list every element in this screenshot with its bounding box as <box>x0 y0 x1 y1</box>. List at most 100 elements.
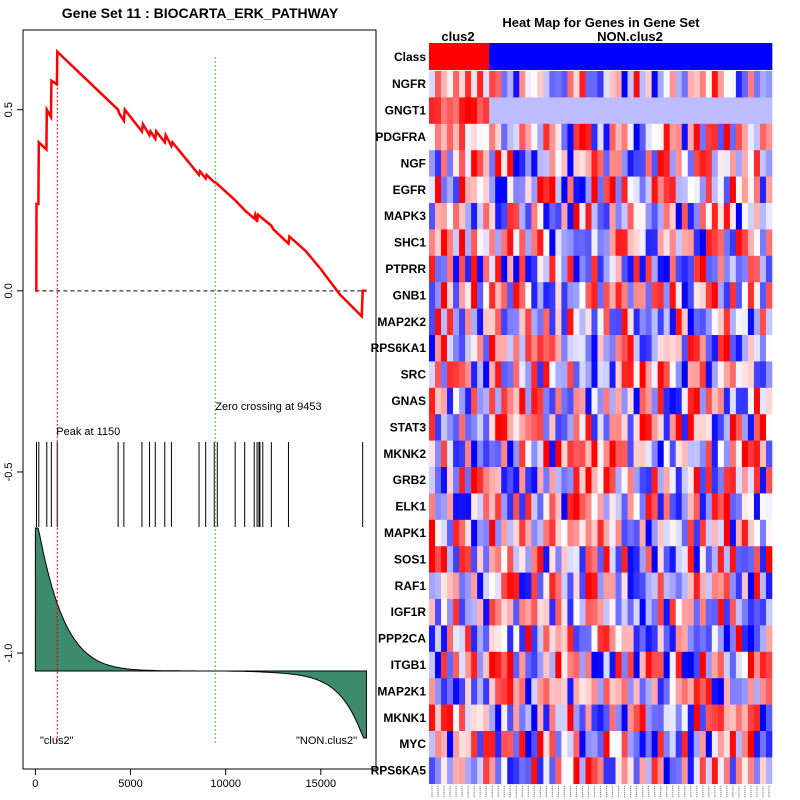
heatmap-cell <box>729 731 737 758</box>
class-group-bar <box>489 43 773 70</box>
heatmap-cell <box>465 387 472 415</box>
heatmap-cell <box>501 97 508 125</box>
heatmap-cell <box>717 757 725 785</box>
heatmap-cell <box>567 519 574 547</box>
heatmap-cell <box>501 229 508 257</box>
heatmap-cell <box>537 651 544 679</box>
heatmap-cell <box>681 308 689 336</box>
heatmap-cell <box>729 651 737 679</box>
heatmap-cell <box>735 731 743 758</box>
heatmap-cell <box>675 493 683 521</box>
heatmap-cell <box>747 572 755 600</box>
heatmap-cell <box>459 625 466 653</box>
heatmap-cell <box>609 493 616 521</box>
heatmap-cell <box>651 123 658 151</box>
heatmap-cell <box>669 414 677 441</box>
heatmap-cell <box>645 282 652 309</box>
heatmap-cell <box>681 572 689 600</box>
heatmap-cell <box>591 651 598 679</box>
heatmap-cell <box>435 387 442 415</box>
heatmap-cell <box>441 678 448 705</box>
heatmap-cell <box>441 282 448 309</box>
heatmap-cell <box>513 546 520 573</box>
heatmap-cell <box>519 229 526 257</box>
heatmap-cell <box>759 519 767 547</box>
heatmap-cell <box>507 546 514 573</box>
heatmap-cell <box>591 546 598 573</box>
heatmap-cell <box>549 361 556 389</box>
heatmap-cell <box>645 308 652 336</box>
heatmap-cell <box>723 255 731 283</box>
heatmap-cell <box>465 599 472 626</box>
heatmap-cell <box>471 255 478 283</box>
heatmap-cell <box>543 387 550 415</box>
heatmap-cell <box>507 308 514 336</box>
heatmap-cell <box>663 599 670 626</box>
heatmap-cell <box>555 282 562 309</box>
heatmap-cell <box>543 599 550 626</box>
heatmap-cell <box>735 71 743 98</box>
heatmap-cell <box>501 71 508 98</box>
heatmap-cell <box>513 704 520 732</box>
heatmap-cell <box>717 651 725 679</box>
heatmap-cell <box>441 150 448 177</box>
heatmap-cell <box>579 440 586 468</box>
heatmap-cell <box>759 203 767 230</box>
heatmap-cell <box>633 625 640 653</box>
heatmap-cell <box>441 387 448 415</box>
heatmap-cell <box>519 546 526 573</box>
heatmap-cell <box>531 757 538 785</box>
heatmap-cell <box>753 150 761 177</box>
heatmap-cell <box>567 731 574 758</box>
heatmap-cell <box>507 704 514 732</box>
heatmap-cell <box>549 731 556 758</box>
heatmap-cell <box>633 255 640 283</box>
heatmap-cell <box>723 335 731 362</box>
heatmap-cell <box>537 625 544 653</box>
heatmap-cell <box>699 308 707 336</box>
heatmap-cell <box>621 414 628 441</box>
heatmap-cell <box>705 467 713 494</box>
heatmap-cell <box>429 387 436 415</box>
heatmap-cell <box>477 361 484 389</box>
heatmap-cell <box>435 123 442 151</box>
heatmap-cell <box>525 678 532 705</box>
heatmap-cell <box>459 678 466 705</box>
heatmap-cell <box>531 625 538 653</box>
heatmap-cell <box>711 335 719 362</box>
heatmap-cell <box>687 176 695 204</box>
heatmap-cell <box>573 282 580 309</box>
heatmap-cell <box>549 572 556 600</box>
heatmap-cell <box>711 255 719 283</box>
heatmap-cell <box>639 335 646 362</box>
heatmap-cell <box>543 71 550 98</box>
heatmap-cell <box>759 493 767 521</box>
heatmap-cell <box>705 651 713 679</box>
heatmap-cell <box>765 704 773 732</box>
heatmap-cell <box>657 308 664 336</box>
heatmap-cell <box>621 229 628 257</box>
heatmap-cell <box>441 757 448 785</box>
heatmap-cell <box>591 361 598 389</box>
heatmap-cell <box>555 546 562 573</box>
heatmap-cell <box>729 335 737 362</box>
heatmap-cell <box>693 651 701 679</box>
heatmap-cell <box>591 150 598 177</box>
heatmap-cell <box>477 414 484 441</box>
heatmap-cell <box>615 335 622 362</box>
heatmap-cell <box>555 493 562 521</box>
heatmap-cell <box>585 599 592 626</box>
heatmap-cell <box>627 440 634 468</box>
gene-label: ELK1 <box>395 500 426 514</box>
heatmap-cell <box>465 361 472 389</box>
heatmap-cell <box>537 150 544 177</box>
heatmap-cell <box>525 203 532 230</box>
heatmap-cell <box>537 176 544 204</box>
heatmap-cell <box>663 308 670 336</box>
heatmap-cell <box>741 361 749 389</box>
heatmap-cell <box>717 361 725 389</box>
heatmap-cell <box>615 414 622 441</box>
heatmap-cell <box>501 731 508 758</box>
heatmap-cell <box>459 546 466 573</box>
heatmap-cell <box>633 361 640 389</box>
